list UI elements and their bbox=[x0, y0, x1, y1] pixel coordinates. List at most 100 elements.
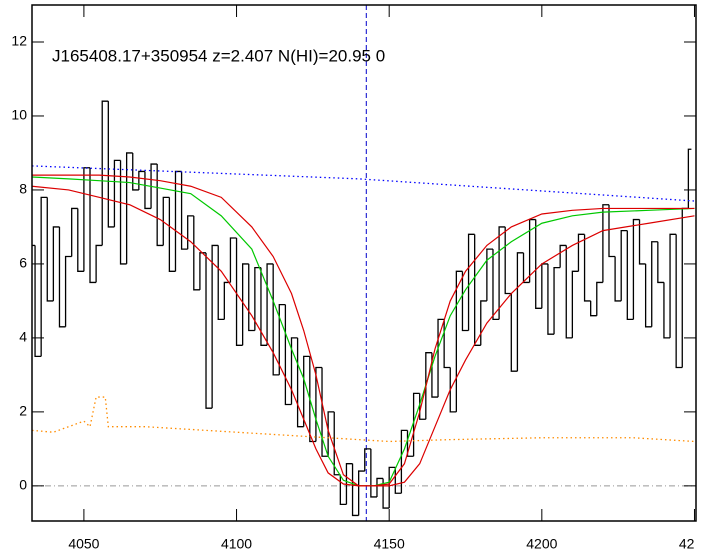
flux-step bbox=[437, 318, 445, 398]
flux-step bbox=[571, 270, 579, 338]
flux-step bbox=[504, 226, 512, 295]
flux-step bbox=[89, 167, 97, 284]
flux-step bbox=[180, 171, 188, 250]
fit-upper-line bbox=[32, 174, 695, 487]
flux-step bbox=[559, 244, 567, 268]
flux-step bbox=[632, 218, 640, 320]
flux-step bbox=[156, 164, 164, 247]
flux-step bbox=[608, 204, 616, 258]
flux-step bbox=[248, 263, 255, 332]
flux-step bbox=[547, 263, 555, 335]
flux-step bbox=[370, 448, 377, 498]
flux-step bbox=[358, 470, 365, 516]
flux-step bbox=[626, 230, 634, 321]
y-tick-label: 2 bbox=[19, 403, 27, 419]
flux-step bbox=[241, 263, 249, 346]
flux-step bbox=[644, 263, 652, 328]
flux-step bbox=[461, 271, 469, 332]
flux-step bbox=[474, 234, 481, 346]
y-tick-label: 12 bbox=[11, 33, 27, 49]
flux-step bbox=[382, 478, 390, 509]
flux-step bbox=[388, 466, 396, 509]
flux-step bbox=[284, 304, 292, 406]
flux-step bbox=[681, 207, 689, 368]
flux-step bbox=[223, 281, 231, 320]
plot-area bbox=[32, 5, 696, 521]
y-tick-label: 8 bbox=[19, 181, 27, 197]
flux-step bbox=[266, 263, 274, 346]
flux-step bbox=[46, 197, 54, 302]
flux-step bbox=[467, 233, 475, 331]
flux-step bbox=[205, 252, 213, 409]
flux-step bbox=[254, 266, 261, 331]
x-tick-label: 4200 bbox=[526, 536, 557, 552]
flux-step bbox=[651, 241, 658, 327]
flux-step bbox=[296, 337, 304, 428]
flux-step bbox=[193, 215, 200, 291]
flux-step bbox=[162, 196, 170, 246]
flux-step bbox=[638, 219, 646, 265]
y-tick-label: 6 bbox=[19, 255, 27, 271]
flux-step bbox=[77, 208, 84, 272]
flux-step bbox=[125, 152, 133, 264]
flux-step bbox=[516, 252, 524, 372]
x-tick-label: 4050 bbox=[68, 536, 99, 552]
flux-step bbox=[339, 474, 347, 506]
flux-step bbox=[510, 293, 518, 372]
flux-step bbox=[455, 270, 463, 412]
flux-step bbox=[303, 355, 310, 427]
flux-step bbox=[71, 207, 78, 257]
flux-step bbox=[498, 226, 506, 320]
flux-step bbox=[614, 256, 622, 302]
flux-step bbox=[144, 171, 152, 210]
flux-step bbox=[364, 448, 371, 472]
flux-step bbox=[486, 248, 493, 301]
flux-step bbox=[132, 152, 139, 191]
y-tick-label: 10 bbox=[11, 107, 27, 123]
flux-step bbox=[492, 249, 500, 321]
flux-step bbox=[235, 238, 243, 346]
flux-step bbox=[64, 255, 72, 327]
y-tick-label: 0 bbox=[19, 477, 27, 493]
flux-step bbox=[669, 233, 677, 338]
flux-step bbox=[321, 367, 329, 457]
flux-step bbox=[412, 392, 420, 457]
fit-line bbox=[32, 176, 695, 487]
flux-step bbox=[565, 245, 573, 339]
flux-step bbox=[351, 463, 359, 517]
continuum-line bbox=[32, 165, 695, 202]
flux-step bbox=[95, 244, 103, 283]
flux-step bbox=[596, 281, 603, 316]
flux-step bbox=[675, 234, 683, 369]
flux-step bbox=[663, 282, 671, 339]
flux-step bbox=[541, 263, 548, 309]
flux-step bbox=[657, 241, 664, 284]
fit-lower-line bbox=[32, 185, 695, 487]
flux-step bbox=[119, 160, 127, 265]
flux-step bbox=[290, 337, 298, 405]
flux-step bbox=[187, 215, 194, 250]
flux-step bbox=[113, 159, 121, 227]
chart-title: J165408.17+350954 z=2.407 N(HI)=20.95 0 bbox=[52, 46, 385, 65]
flux-step bbox=[101, 100, 109, 246]
flux-step bbox=[480, 300, 487, 346]
axes-frame bbox=[31, 4, 697, 522]
flux-step bbox=[449, 367, 457, 413]
flux-step bbox=[553, 266, 561, 335]
flux-step bbox=[52, 226, 60, 301]
flux-step bbox=[590, 300, 597, 317]
flux-step bbox=[583, 234, 591, 302]
flux-step bbox=[315, 366, 323, 442]
flux-step bbox=[107, 101, 115, 228]
flux-step bbox=[58, 226, 66, 328]
flux-step bbox=[211, 244, 219, 409]
flux-step bbox=[419, 393, 426, 420]
flux-step bbox=[345, 463, 353, 505]
x-tick-label: 4100 bbox=[221, 536, 252, 552]
flux-step bbox=[425, 352, 432, 420]
flux-step bbox=[34, 245, 42, 358]
flux-step bbox=[278, 303, 286, 375]
flux-step bbox=[260, 267, 268, 346]
flux-step bbox=[309, 356, 316, 443]
